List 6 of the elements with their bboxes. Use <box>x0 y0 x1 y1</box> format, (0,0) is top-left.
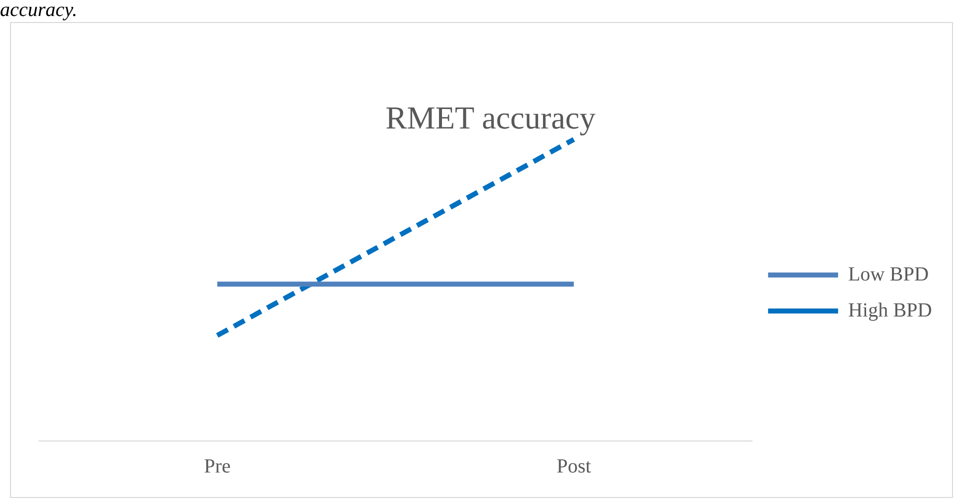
text: accuracy. <box>0 0 78 21</box>
chart-title: RMET accuracy <box>386 100 596 136</box>
x-tick-label: Post <box>556 455 592 478</box>
x-tick-label: Pre <box>204 455 231 478</box>
legend-label: Low BPD <box>848 263 929 286</box>
legend-label: High BPD <box>848 299 932 322</box>
